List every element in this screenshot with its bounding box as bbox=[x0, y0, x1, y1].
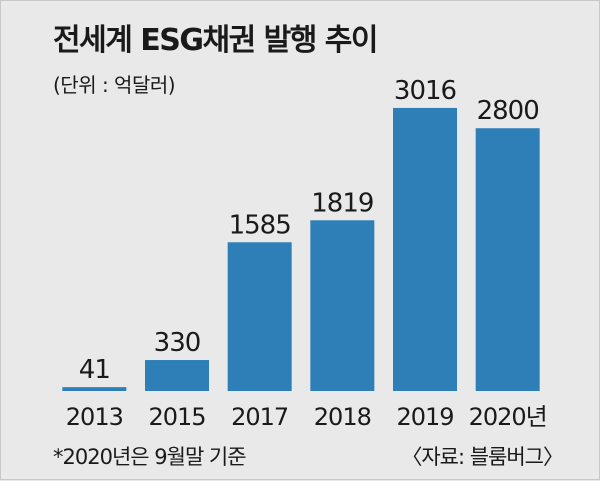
bar-2019 bbox=[393, 107, 457, 392]
category-label-2015: 2015 bbox=[148, 403, 205, 431]
category-label-2019: 2019 bbox=[396, 403, 453, 431]
category-label-2017: 2017 bbox=[231, 403, 288, 431]
chart-title: 전세계 ESG채권 발행 추이 bbox=[53, 23, 378, 58]
footnote: *2020년은 9월말 기준 bbox=[53, 445, 247, 469]
bar-2017 bbox=[227, 242, 292, 391]
category-label-2020년: 2020년 bbox=[469, 403, 547, 431]
value-label-2015: 330 bbox=[154, 328, 201, 358]
value-label-2013: 41 bbox=[79, 355, 110, 385]
bar-2018 bbox=[310, 220, 375, 391]
bar-2013 bbox=[62, 387, 127, 391]
source-label: 〈자료: 블룸버그〉 bbox=[401, 445, 564, 469]
category-label-2018: 2018 bbox=[314, 403, 371, 431]
value-label-2019: 3016 bbox=[394, 76, 456, 106]
value-label-2018: 1819 bbox=[311, 188, 373, 218]
bar-2015 bbox=[145, 360, 209, 391]
category-label-2013: 2013 bbox=[66, 403, 123, 431]
value-label-2017: 1585 bbox=[229, 210, 291, 240]
value-label-2020년: 2800 bbox=[477, 96, 539, 126]
bar-2020년 bbox=[475, 128, 540, 391]
unit-label: (단위 : 억달러) bbox=[53, 73, 176, 97]
